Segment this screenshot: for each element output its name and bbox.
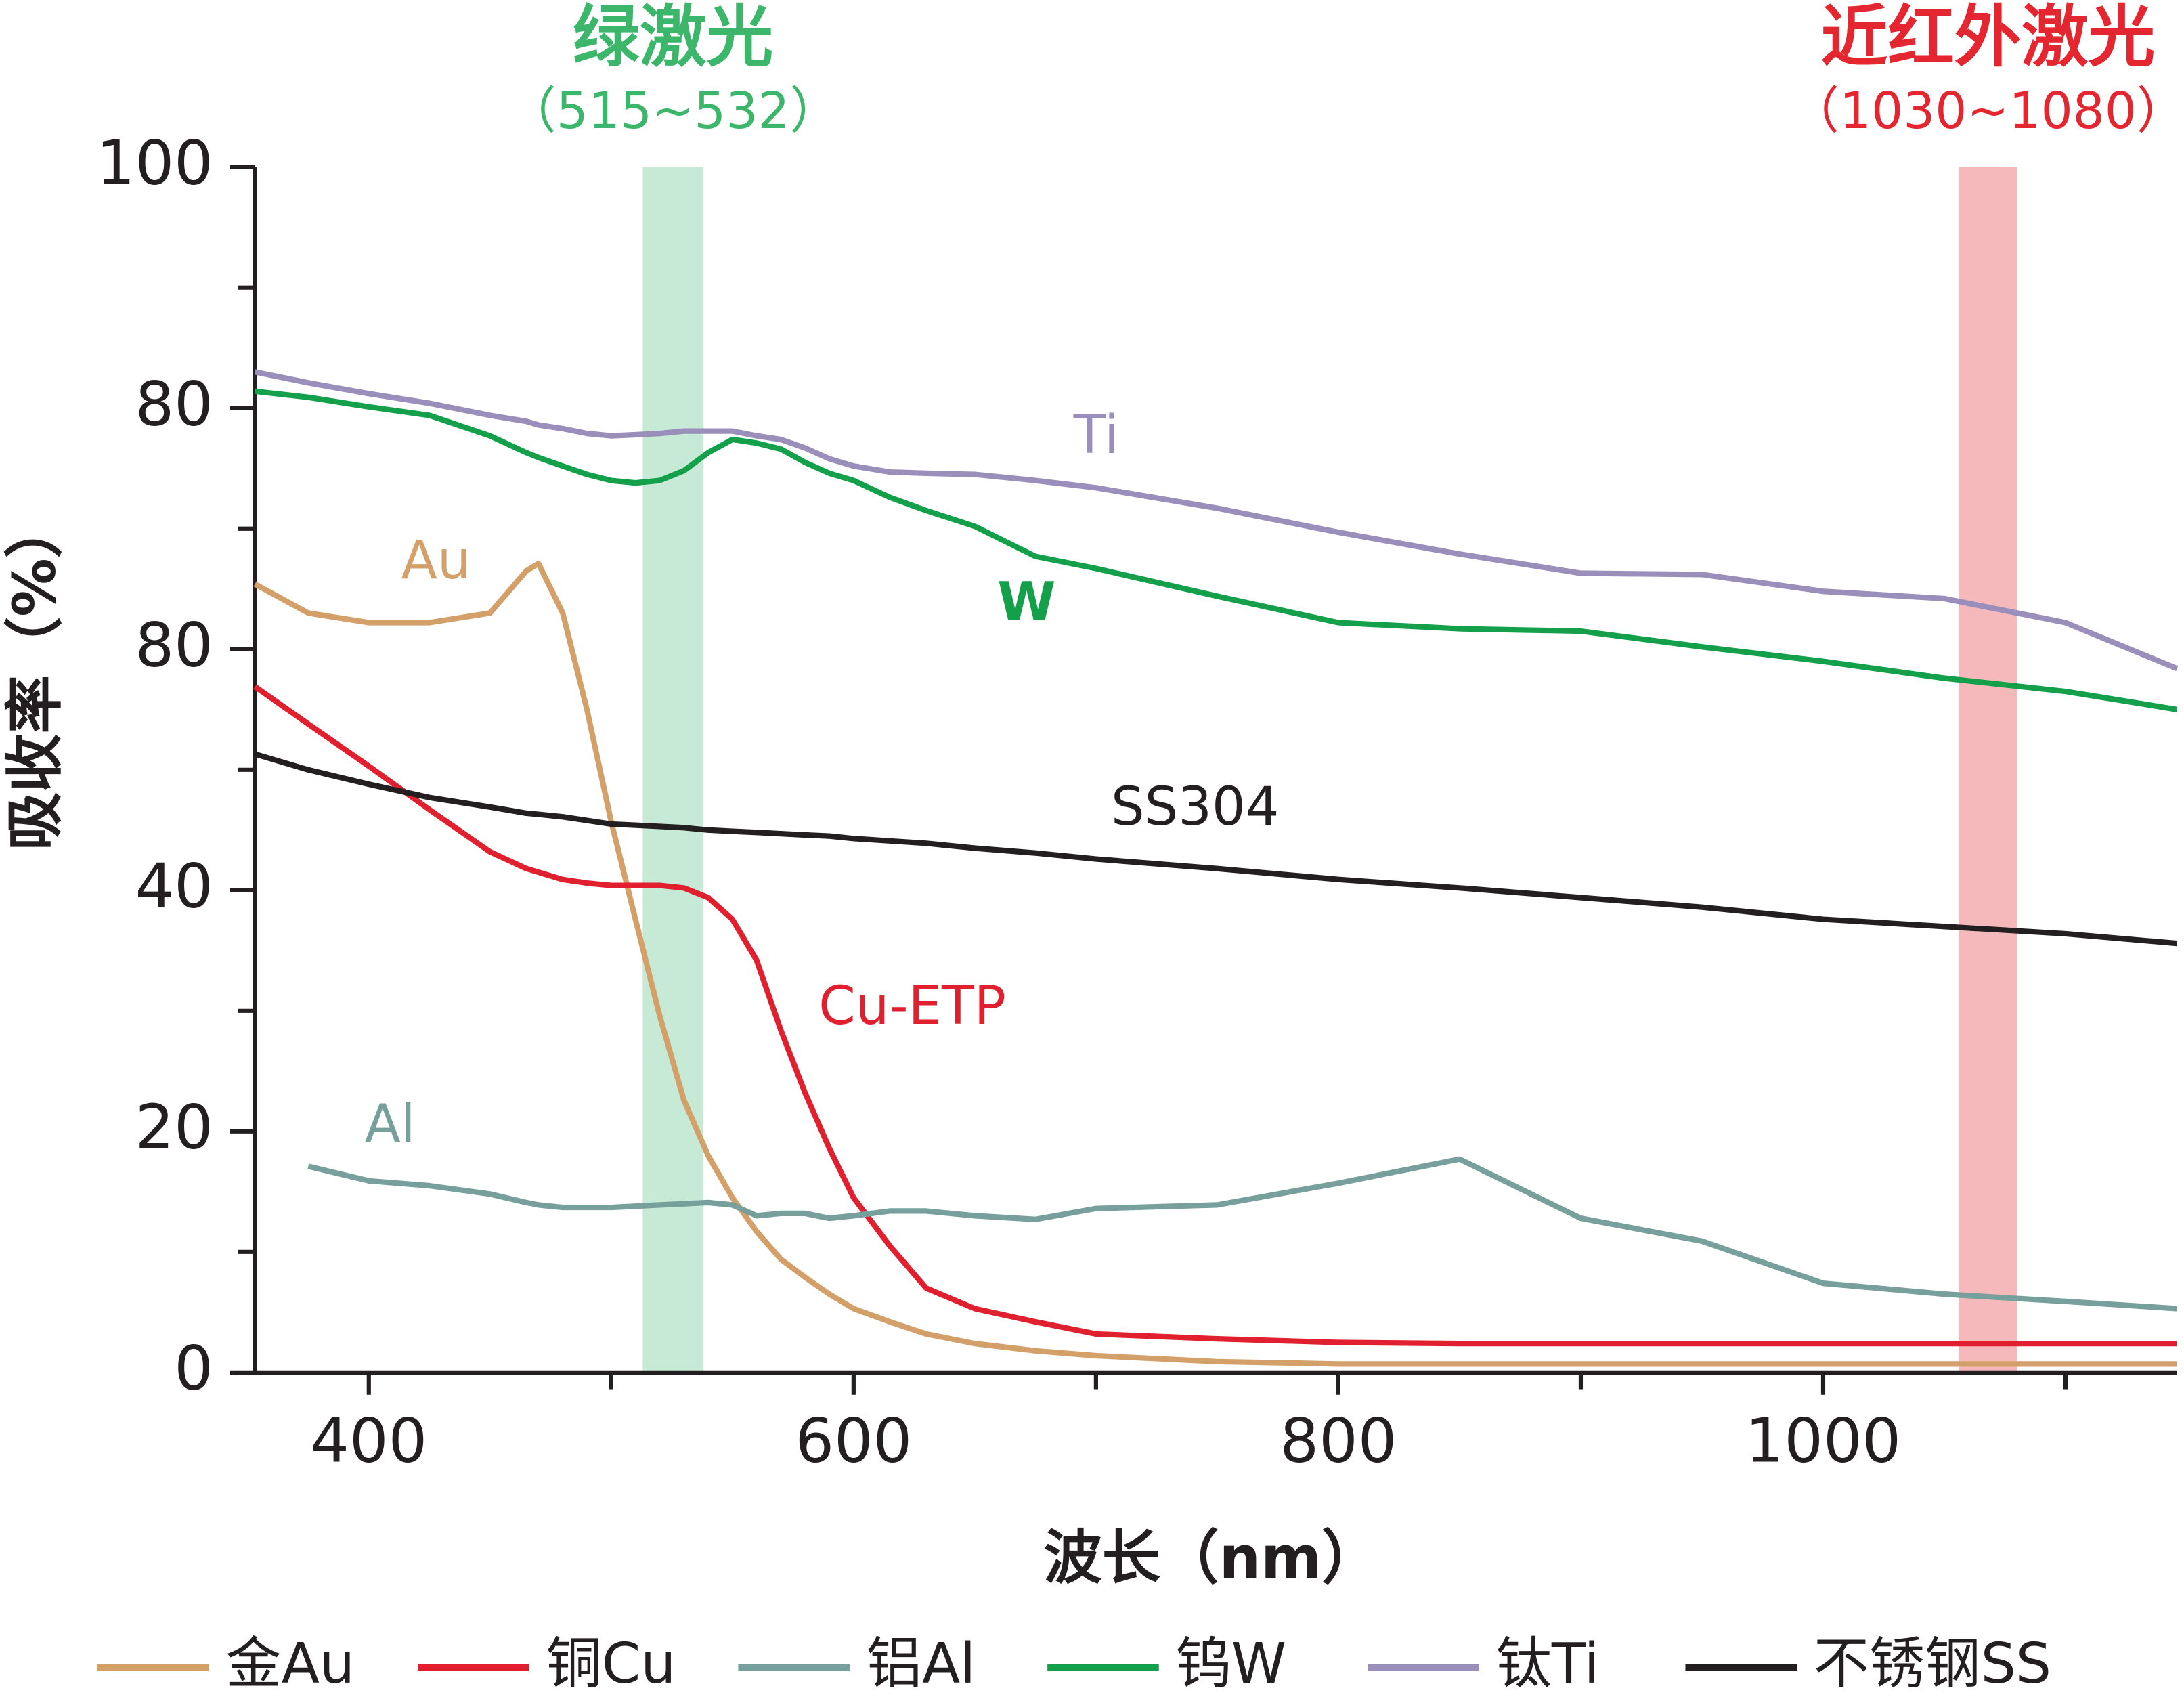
series-line: [253, 684, 2177, 1347]
legend-label: 金Au: [225, 1632, 355, 1696]
series-line: [254, 751, 2178, 947]
y-tick-label: 20: [135, 1092, 213, 1163]
legend-label: 铜Cu: [546, 1632, 676, 1696]
y-tick-label: 100: [96, 128, 213, 199]
curve-label: Ti: [1073, 404, 1119, 466]
legend-label: 钨W: [1175, 1632, 1286, 1696]
curve-label: SS304: [1111, 776, 1279, 838]
legend-item: 钨W: [1047, 1632, 1286, 1696]
laser-band: [642, 167, 703, 1373]
legend-item: 铝Al: [738, 1632, 976, 1696]
y-axis-title: 吸收率（%）: [1, 500, 69, 850]
y-tick-label: 80: [135, 369, 213, 440]
laser-band: [1959, 167, 2017, 1373]
curve-label: W: [997, 572, 1055, 633]
legend-item: 不锈钢SS: [1685, 1632, 2051, 1696]
series-line: [255, 388, 2178, 712]
legend-label: 钛Ti: [1496, 1632, 1600, 1696]
curve-label: Au: [401, 530, 471, 591]
y-tick-label: 0: [174, 1333, 213, 1404]
series-line: [307, 1156, 2177, 1312]
y-tick-label: 80: [135, 610, 213, 681]
x-tick-label: 1000: [1745, 1406, 1901, 1477]
curve-label: Cu-ETP: [818, 975, 1006, 1037]
series-line: [254, 369, 2179, 672]
x-tick-label: 600: [795, 1406, 912, 1477]
band-subtitle: （1030~1080）: [1789, 82, 2184, 140]
x-tick-label: 800: [1280, 1406, 1397, 1477]
series-line: [253, 561, 2177, 1367]
band-title: 近红外激光: [1821, 0, 2156, 77]
legend-item: 金Au: [97, 1632, 355, 1696]
curve-label: Al: [364, 1094, 415, 1155]
band-subtitle: （515~532）: [506, 82, 840, 140]
band-title: 绿激光: [573, 0, 773, 77]
y-tick-label: 40: [135, 851, 213, 922]
legend-item: 钛Ti: [1368, 1632, 1600, 1696]
legend-label: 不锈钢SS: [1814, 1632, 2051, 1696]
x-axis-title: 波长（nm）: [1043, 1524, 1380, 1592]
legend-item: 铜Cu: [418, 1632, 676, 1696]
x-tick-label: 400: [310, 1406, 427, 1477]
legend-label: 铝Al: [867, 1632, 976, 1696]
